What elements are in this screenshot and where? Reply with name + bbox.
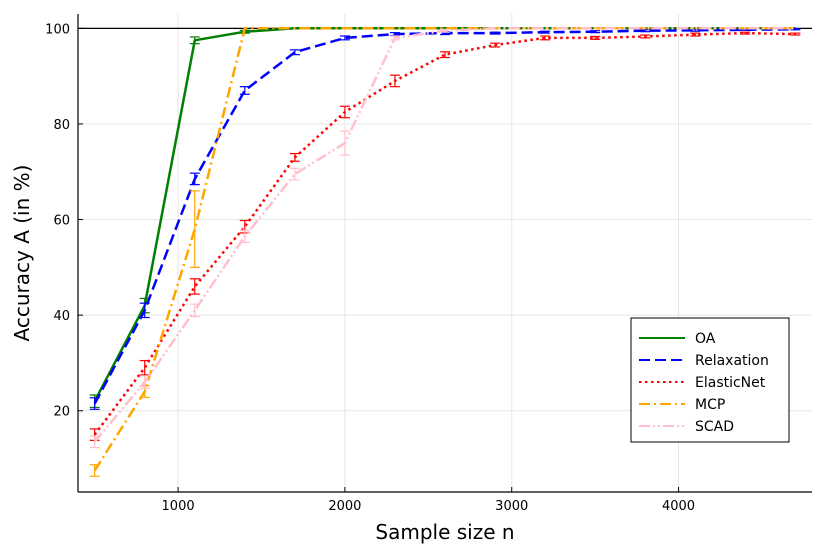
x-axis-title: Sample size n — [375, 520, 514, 544]
legend-label: SCAD — [695, 419, 734, 435]
series-elasticnet — [89, 31, 801, 441]
legend-label: ElasticNet — [695, 375, 766, 391]
series-line — [93, 31, 796, 436]
series-scad — [89, 27, 796, 449]
x-tick-label: 4000 — [662, 499, 695, 514]
y-tick-label: 80 — [53, 118, 70, 133]
series — [89, 27, 801, 477]
y-tick-label: 20 — [53, 405, 70, 420]
x-tick-label: 3000 — [495, 499, 528, 514]
y-tick-label: 60 — [53, 214, 70, 229]
y-axis-title: Accuracy A (in %) — [10, 165, 34, 342]
legend-label: MCP — [695, 397, 725, 413]
x-tick-label: 1000 — [162, 499, 195, 514]
legend: OA Relaxation ElasticNet MCP SCAD — [630, 317, 790, 443]
x-tick-label: 2000 — [328, 499, 361, 514]
y-tick-label: 40 — [53, 309, 70, 324]
ticks: 1000 2000 3000 4000 20 40 60 80 100 — [45, 22, 695, 514]
legend-label: Relaxation — [695, 353, 769, 369]
legend-label: OA — [695, 331, 716, 347]
y-tick-label: 100 — [45, 22, 70, 37]
